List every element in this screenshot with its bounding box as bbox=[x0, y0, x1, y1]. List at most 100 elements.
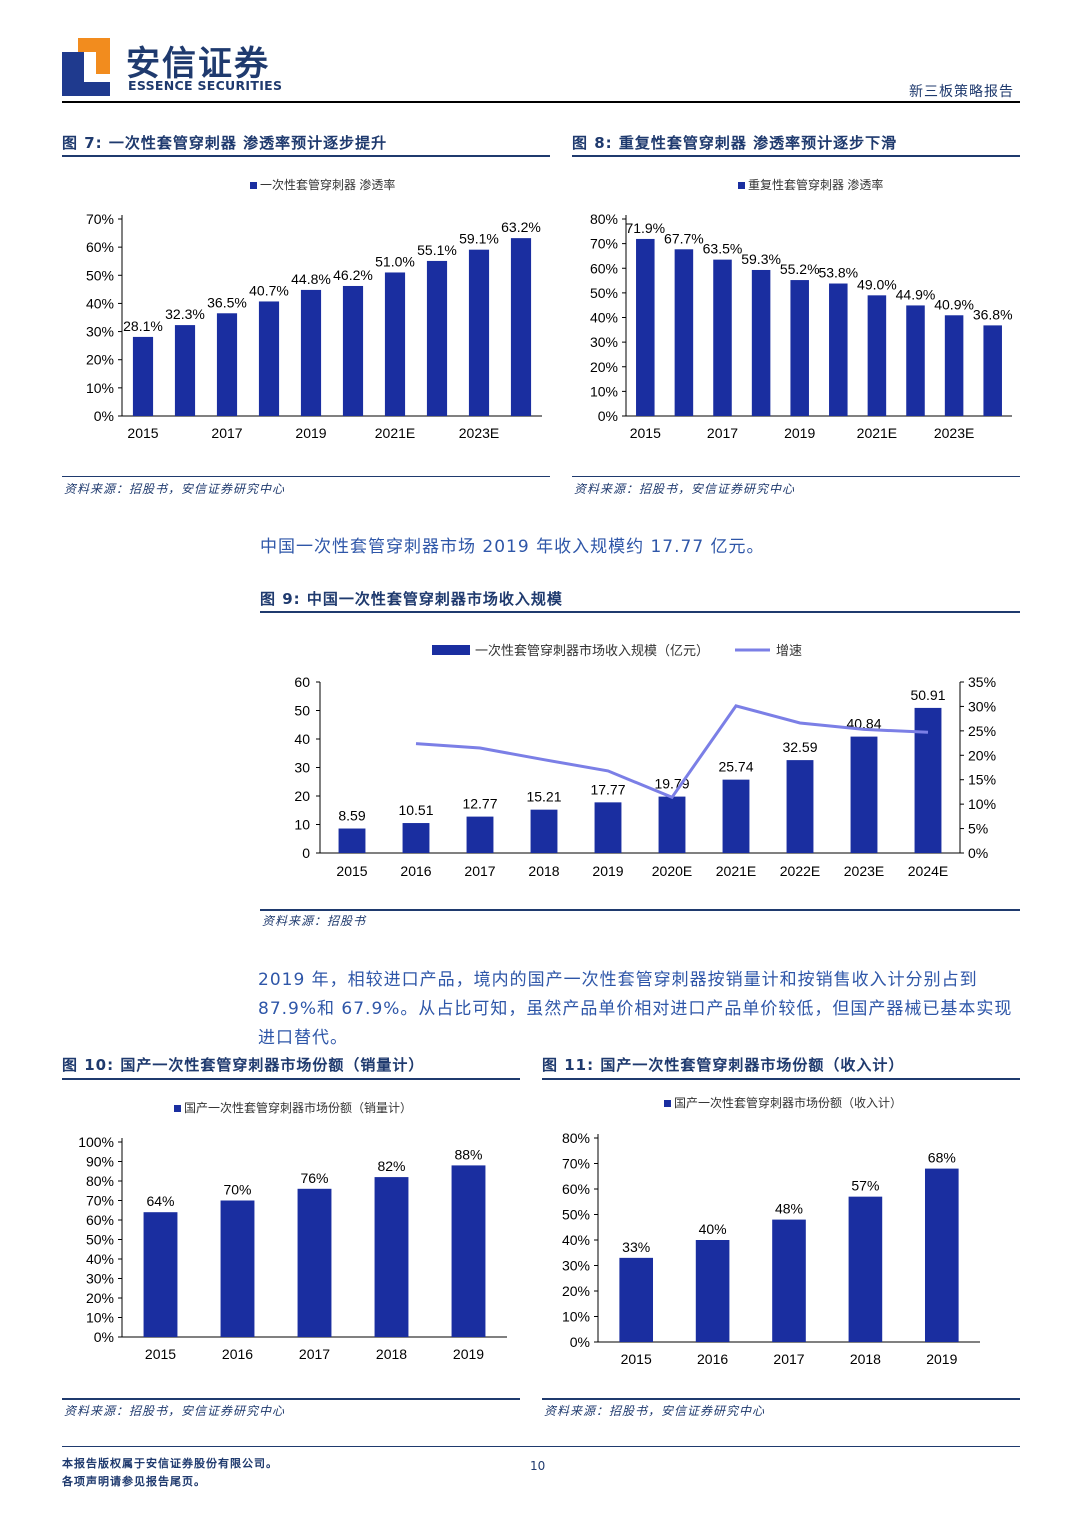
figure-8-label: 图 8 bbox=[572, 134, 606, 152]
fig11-y-tick-label: 20% bbox=[562, 1283, 590, 1299]
figure-10-source: 资料来源：招股书，安信证券研究中心 bbox=[64, 1404, 286, 1418]
fig11-bar bbox=[924, 1168, 959, 1342]
fig11-y-tick-label: 70% bbox=[562, 1156, 590, 1172]
fig9-data-label: 32.59 bbox=[782, 739, 817, 755]
fig9-y-left-tick-label: 0 bbox=[302, 845, 310, 861]
report-type: 新三板策略报告 bbox=[909, 84, 1014, 100]
fig7-data-label: 40.7% bbox=[249, 282, 289, 298]
fig9-x-tick-label: 2018 bbox=[528, 863, 559, 879]
figure-10-title-text: 国产一次性套管穿刺器市场份额（销量计） bbox=[120, 1056, 425, 1074]
fig9-data-label: 25.74 bbox=[718, 759, 753, 775]
page-number: 10 bbox=[530, 1459, 546, 1473]
fig9-data-label: 17.77 bbox=[590, 781, 625, 797]
fig8-y-tick-label: 50% bbox=[590, 285, 618, 301]
fig7-data-label: 28.1% bbox=[123, 318, 163, 334]
fig7-legend-swatch bbox=[250, 182, 257, 189]
fig9-bar bbox=[338, 828, 366, 853]
figure-10-chart: 国产一次性套管穿刺器市场份额（销量计） 0% 10% 20% 30% 40% 50% 60% 7… bbox=[78, 1100, 507, 1362]
fig7-bar bbox=[300, 289, 322, 416]
fig9-bar bbox=[850, 736, 878, 853]
figure-10-title-rule bbox=[62, 1078, 520, 1080]
fig9-y-left-tick-label: 10 bbox=[294, 817, 310, 833]
fig8-x-tick-label: 2017 bbox=[707, 425, 738, 441]
fig8-y-tick-label: 80% bbox=[590, 211, 618, 227]
fig11-y-tick-label: 0% bbox=[570, 1334, 590, 1350]
fig9-x-tick-label: 2022E bbox=[780, 863, 820, 879]
fig9-y-right-tick-label: 15% bbox=[968, 772, 996, 788]
fig10-y-tick-label: 100% bbox=[78, 1134, 114, 1150]
fig11-bar bbox=[619, 1257, 654, 1342]
fig8-data-label: 53.8% bbox=[818, 265, 858, 281]
fig8-bar bbox=[636, 238, 655, 416]
figure-10-source-rule bbox=[62, 1398, 520, 1400]
footer-divider bbox=[62, 1446, 1020, 1447]
fig8-legend-swatch bbox=[738, 182, 745, 189]
fig10-y-tick-label: 70% bbox=[86, 1193, 114, 1209]
fig11-x-tick-label: 2019 bbox=[926, 1351, 957, 1367]
fig9-y-left-tick-label: 40 bbox=[294, 731, 310, 747]
fig8-bar bbox=[751, 269, 771, 416]
fig11-data-label: 48% bbox=[775, 1201, 803, 1217]
fig9-bar bbox=[402, 823, 430, 853]
fig8-bar bbox=[944, 315, 964, 416]
fig9-y-right-tick-label: 10% bbox=[968, 796, 996, 812]
figure-7-source: 资料来源：招股书，安信证券研究中心 bbox=[64, 482, 286, 496]
fig10-x-tick-label: 2018 bbox=[376, 1346, 407, 1362]
fig8-x-tick-label: 2021E bbox=[857, 425, 897, 441]
fig7-y-tick-label: 40% bbox=[86, 295, 114, 311]
figure-8-title: 图 8: 重复性套管穿刺器 渗透率预计逐步下滑 bbox=[572, 134, 898, 152]
fig9-data-label: 50.91 bbox=[910, 687, 945, 703]
fig10-bar bbox=[297, 1188, 332, 1337]
fig8-x-tick-label: 2015 bbox=[630, 425, 661, 441]
fig8-bar bbox=[829, 283, 848, 416]
paragraph-domestic-share: 2019 年，相较进口产品，境内的国产一次性套管穿刺器按销量计和按销售收入计分别… bbox=[258, 970, 1013, 1048]
fig7-y-tick-label: 60% bbox=[86, 239, 114, 255]
fig9-legend-bar-swatch bbox=[432, 645, 470, 655]
fig11-x-tick-label: 2018 bbox=[850, 1351, 881, 1367]
fig10-y-tick-label: 10% bbox=[86, 1310, 114, 1326]
fig8-y-tick-label: 40% bbox=[590, 310, 618, 326]
fig8-bar bbox=[867, 295, 887, 416]
fig11-y-tick-label: 80% bbox=[562, 1130, 590, 1146]
fig8-x-tick-label: 2019 bbox=[784, 425, 815, 441]
fig10-x-tick-label: 2015 bbox=[145, 1346, 176, 1362]
fig8-data-label: 36.8% bbox=[973, 306, 1013, 322]
figure-8-chart: 重复性套管穿刺器 渗透率 0% 10% 20% 30% 40% 50% 60% 70% 80% 71… bbox=[590, 177, 1013, 441]
fig10-bar bbox=[220, 1200, 255, 1337]
fig8-data-label: 44.9% bbox=[896, 286, 936, 302]
fig9-y-right-tick-label: 30% bbox=[968, 698, 996, 714]
fig10-data-label: 76% bbox=[300, 1170, 328, 1186]
fig9-bar bbox=[658, 796, 686, 853]
fig7-data-label: 32.3% bbox=[165, 306, 205, 322]
figure-11-chart: 国产一次性套管穿刺器市场份额（收入计） 0% 10% 20% 30% 40% 50% 60% 7… bbox=[562, 1095, 980, 1367]
fig11-y-tick-label: 30% bbox=[562, 1258, 590, 1274]
fig8-bar bbox=[674, 249, 694, 416]
fig7-x-tick-label: 2019 bbox=[295, 425, 326, 441]
fig9-y-right-tick-label: 35% bbox=[968, 674, 996, 690]
fig9-growth-line bbox=[415, 704, 929, 800]
brand-name-cn: 安信证券 bbox=[126, 44, 270, 84]
figure-9-label: 图 9 bbox=[260, 590, 294, 608]
fig7-y-tick-label: 10% bbox=[86, 380, 114, 396]
fig11-y-tick-label: 60% bbox=[562, 1181, 590, 1197]
fig9-bar bbox=[466, 816, 494, 853]
fig10-y-tick-label: 30% bbox=[86, 1271, 114, 1287]
fig9-x-tick-label: 2019 bbox=[592, 863, 623, 879]
fig8-bar bbox=[983, 325, 1002, 416]
fig7-data-label: 36.5% bbox=[207, 294, 247, 310]
fig7-bar bbox=[510, 238, 532, 416]
fig11-y-tick-label: 10% bbox=[562, 1309, 590, 1325]
figure-7-label: 图 7 bbox=[62, 134, 96, 152]
fig10-x-tick-label: 2017 bbox=[299, 1346, 330, 1362]
fig8-y-tick-label: 20% bbox=[590, 359, 618, 375]
fig8-y-tick-label: 10% bbox=[590, 383, 618, 399]
fig10-legend-label: 国产一次性套管穿刺器市场份额（销量计） bbox=[184, 1100, 412, 1115]
fig9-bar bbox=[594, 802, 622, 853]
fig11-data-label: 33% bbox=[622, 1239, 650, 1255]
fig7-bar bbox=[384, 272, 406, 416]
fig9-y-right-tick-label: 20% bbox=[968, 747, 996, 763]
fig9-y-left-tick-label: 30 bbox=[294, 760, 310, 776]
figure-9-title-rule bbox=[260, 611, 1020, 613]
fig9-bar bbox=[722, 779, 750, 853]
figure-11-title-rule bbox=[542, 1078, 1020, 1080]
